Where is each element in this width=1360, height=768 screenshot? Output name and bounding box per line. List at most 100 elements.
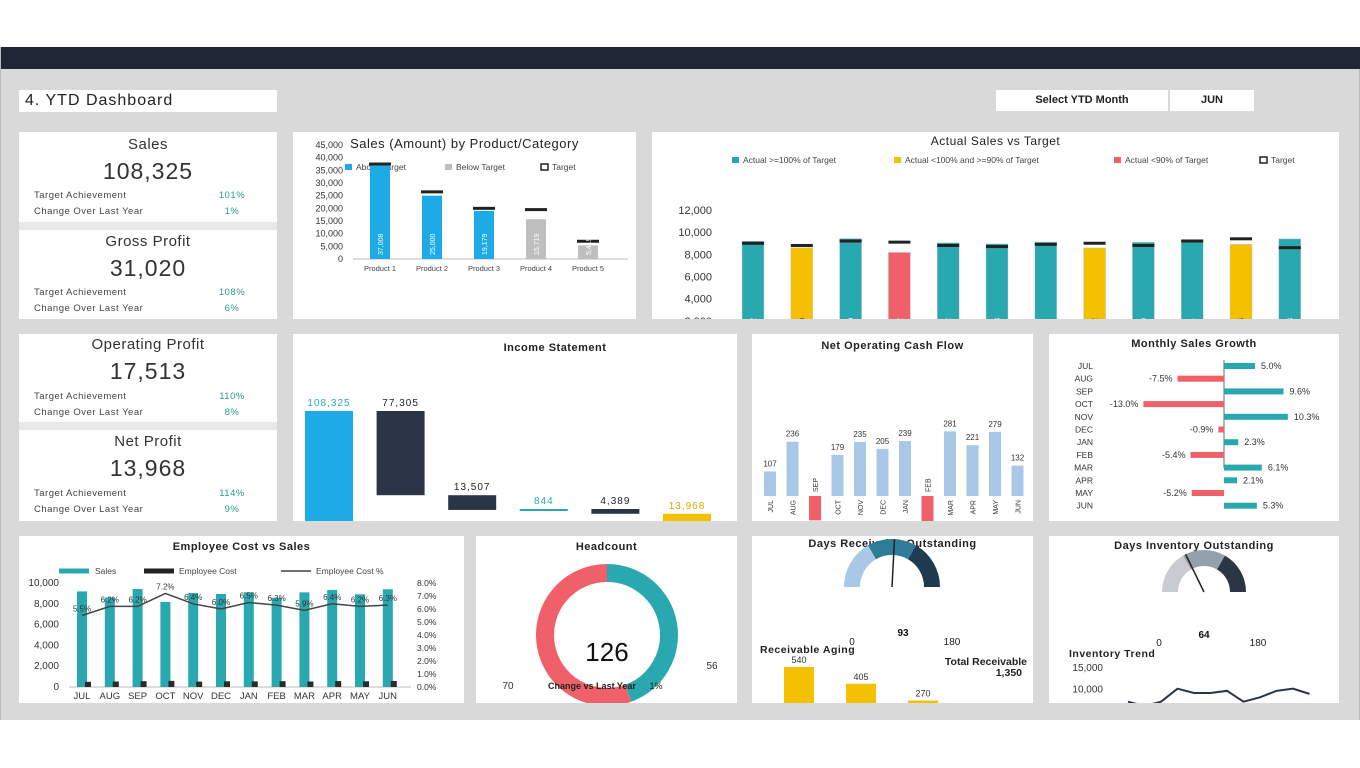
cash-flow-label: 179: [831, 443, 845, 452]
aging-bar: [908, 700, 938, 703]
y-tick-label: 4,000: [684, 294, 712, 306]
dio-value: 64: [1198, 630, 1210, 641]
bar-data-label: 5,419: [586, 237, 593, 255]
target-marker: [1181, 239, 1204, 243]
dio-gauge-needle: [1184, 553, 1205, 593]
growth-label: 10.3%: [1294, 412, 1320, 422]
legend-actual-90-swatch: [894, 157, 901, 163]
aging-value-label: 540: [791, 655, 806, 665]
x-tick-label: DEC: [211, 691, 231, 702]
dro-gauge-segment: [907, 545, 940, 588]
aging-value-label: 270: [915, 689, 930, 699]
bar-jun: [1278, 238, 1301, 319]
y-tick-label: 15,000: [315, 216, 343, 226]
growth-bar: [1143, 401, 1224, 408]
bar-data-label: 8,172: [895, 317, 904, 319]
growth-bar: [1191, 490, 1224, 496]
legend-below-target: Below Target: [456, 162, 506, 172]
bar-outline: [1278, 238, 1302, 319]
target-marker: [1083, 241, 1106, 245]
dio-min: 0: [1156, 638, 1162, 649]
bar-apr: [1181, 239, 1204, 319]
legend-actual-below-90: Actual <90% of Target: [1125, 155, 1209, 165]
sales-bar: [77, 591, 87, 687]
y-tick-label: FEB: [1076, 450, 1093, 460]
select-month-dropdown[interactable]: JUN: [1170, 90, 1254, 111]
cash-flow-label: 132: [1011, 454, 1025, 463]
legend-above-target-swatch: [345, 164, 352, 170]
x-tick-label: JAN: [903, 500, 910, 513]
bar-data-label: 9,042: [944, 317, 953, 319]
bar-product-5: [578, 245, 598, 259]
kpi-value: 17,513: [109, 358, 187, 384]
panel-employee-cost: Employee Cost vs Sales Sales Employee Cos…: [19, 536, 464, 703]
pct-label: 6.3%: [379, 594, 397, 603]
bar-data-label: 8,916: [1237, 317, 1246, 319]
legend-male: Male: [577, 702, 597, 703]
kpi-target-value: 108%: [218, 287, 246, 298]
cash-flow-bar: [966, 445, 979, 496]
sales-bar: [188, 592, 199, 687]
x-tick-label: JAN: [240, 691, 258, 702]
aging-bar: [784, 667, 814, 703]
page-title: 4. YTD Dashboard: [19, 90, 277, 112]
bar-product-4: [526, 219, 546, 259]
target-marker: [1132, 243, 1155, 247]
kpi-change-value: 6%: [224, 303, 240, 314]
kpi-panel-operating-net: Operating Profit 17,513 Target Achieveme…: [19, 334, 277, 521]
employee-cost-bar: [224, 681, 230, 687]
growth-bar: [1224, 413, 1288, 420]
kpi-target-value: 114%: [219, 488, 245, 499]
y-tick-label: 25,000: [315, 191, 343, 201]
donut-slice-male: [606, 564, 678, 702]
kpi-target-label: Target Achievement: [34, 391, 127, 402]
panel-receivables: Days Receivable Outstanding 93 0 180 Receiv…: [752, 536, 1033, 703]
bar-outline: [741, 240, 765, 319]
target-marker: [888, 240, 911, 244]
kpi-target-label: Target Achievement: [34, 287, 127, 298]
y2-tick-label: 6.0%: [417, 604, 437, 614]
y-tick-label: JAN: [1077, 437, 1093, 447]
growth-bar: [1190, 451, 1224, 458]
bar-outline: [839, 238, 862, 319]
slice-label-female: 70: [502, 681, 514, 692]
target-marker: [839, 239, 862, 243]
dro-value: 93: [897, 628, 909, 639]
growth-label: -5.2%: [1163, 488, 1187, 498]
kpi-change-value: 1%: [224, 206, 240, 217]
growth-label: -7.5%: [1149, 374, 1173, 384]
waterfall-bar: [519, 509, 568, 512]
y-tick-label: AUG: [1075, 374, 1093, 384]
x-tick-label: MAR: [294, 691, 315, 702]
bar-outline: [1034, 241, 1058, 319]
x-tick-label: NOV: [858, 500, 865, 516]
bar-data-label: 9,334: [1188, 317, 1197, 319]
growth-label: 5.3%: [1263, 501, 1284, 511]
bar-dec: [986, 243, 1008, 319]
y-tick-label: 4,000: [34, 640, 59, 651]
bar-jul: [742, 241, 764, 319]
sales-growth-chart: JUL 5.0% AUG -7.5% SEP 9.6% OCT -13.0% NOV 10.3% D…: [1074, 360, 1320, 511]
window-top-bar: [1, 47, 1360, 69]
x-tick-label: OCT: [836, 499, 843, 515]
pct-label: 6.4%: [184, 593, 202, 602]
panel-actual-vs-target: Actual Sales vs Target Actual >=100% of …: [652, 132, 1339, 319]
y-tick-label: 30,000: [315, 178, 343, 188]
growth-label: -13.0%: [1110, 399, 1139, 409]
y2-tick-label: 3.0%: [417, 643, 437, 653]
inventory-title: Inventory Trend: [1069, 648, 1155, 660]
kpi-value: 108,325: [102, 158, 194, 184]
legend-sales: Sales: [95, 566, 116, 576]
dio-gauge-segment: [1216, 555, 1246, 593]
legend-target-swatch: [540, 163, 549, 171]
kpi-title: Net Profit: [114, 433, 182, 450]
y-tick-label: 8,000: [34, 599, 59, 610]
y-tick-label: JUN: [1076, 501, 1093, 511]
bar-aug: [790, 247, 813, 319]
aging-bar: [846, 683, 876, 703]
headcount-chart: 56 70 126 Change vs Last Year 1% Male Female: [502, 564, 718, 703]
bar-data-label: 8,948: [993, 317, 1002, 319]
chart-title: Actual Sales vs Target: [930, 134, 1061, 148]
bar-data-label: 9,100: [1139, 317, 1148, 319]
x-tick-label: NOV: [183, 691, 204, 702]
